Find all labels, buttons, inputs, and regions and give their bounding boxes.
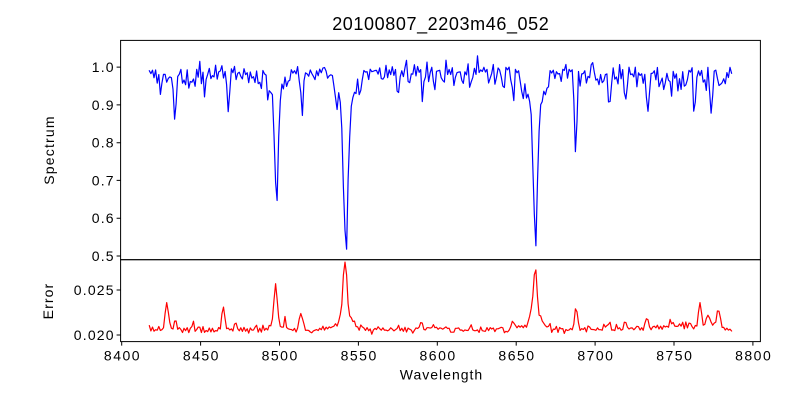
svg-text:0.020: 0.020 bbox=[74, 327, 115, 343]
svg-text:0.5: 0.5 bbox=[92, 248, 115, 264]
svg-text:8650: 8650 bbox=[498, 348, 535, 364]
svg-text:8700: 8700 bbox=[577, 348, 614, 364]
svg-text:8450: 8450 bbox=[183, 348, 220, 364]
svg-text:0.8: 0.8 bbox=[92, 135, 115, 151]
svg-text:8750: 8750 bbox=[656, 348, 693, 364]
svg-text:20100807_2203m46_052: 20100807_2203m46_052 bbox=[332, 14, 549, 35]
svg-text:Spectrum: Spectrum bbox=[41, 115, 57, 185]
svg-text:8550: 8550 bbox=[341, 348, 378, 364]
svg-text:0.9: 0.9 bbox=[92, 97, 115, 113]
svg-text:8800: 8800 bbox=[735, 348, 772, 364]
svg-text:0.6: 0.6 bbox=[92, 210, 115, 226]
svg-text:1.0: 1.0 bbox=[92, 59, 115, 75]
svg-text:0.7: 0.7 bbox=[92, 172, 115, 188]
svg-text:Wavelength: Wavelength bbox=[400, 367, 483, 383]
svg-text:8400: 8400 bbox=[104, 348, 141, 364]
svg-text:8500: 8500 bbox=[262, 348, 299, 364]
svg-text:Error: Error bbox=[40, 283, 56, 320]
svg-text:0.025: 0.025 bbox=[74, 282, 115, 298]
svg-text:8600: 8600 bbox=[420, 348, 457, 364]
